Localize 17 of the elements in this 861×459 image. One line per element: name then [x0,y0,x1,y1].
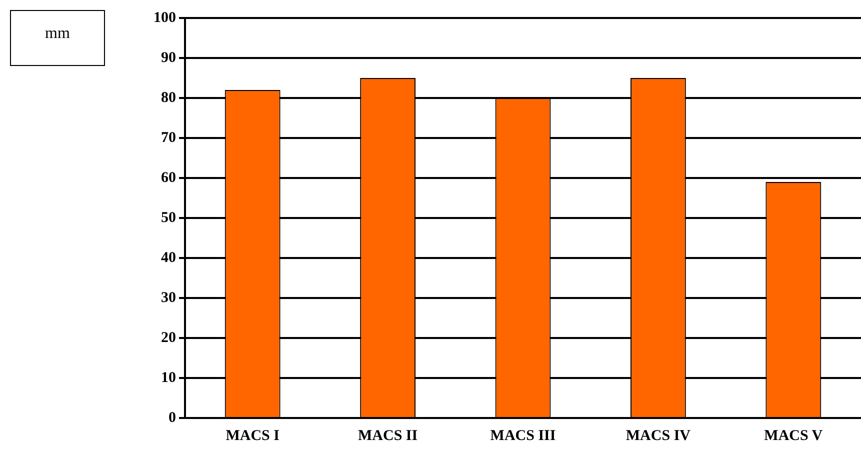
y-tick-label: 10 [161,370,176,386]
y-tick-label: 20 [161,330,176,346]
y-tick-label: 50 [161,210,176,226]
y-tick-label: 80 [161,90,176,106]
x-tick-label: MACS II [358,428,418,444]
y-tick-label: 30 [161,290,176,306]
y-tick-label: 90 [161,50,176,66]
y-tick-label: 40 [161,250,176,266]
x-tick-label: MACS III [490,428,556,444]
x-tick-label: MACS I [226,428,280,444]
y-tick-label: 60 [161,170,176,186]
y-tick-label: 100 [154,10,176,26]
x-tick-label: MACS IV [626,428,691,444]
x-tick-label: MACS V [764,428,823,444]
y-tick-label: 70 [161,130,176,146]
text: mm [10,10,105,66]
y-tick-label: 0 [168,410,176,426]
